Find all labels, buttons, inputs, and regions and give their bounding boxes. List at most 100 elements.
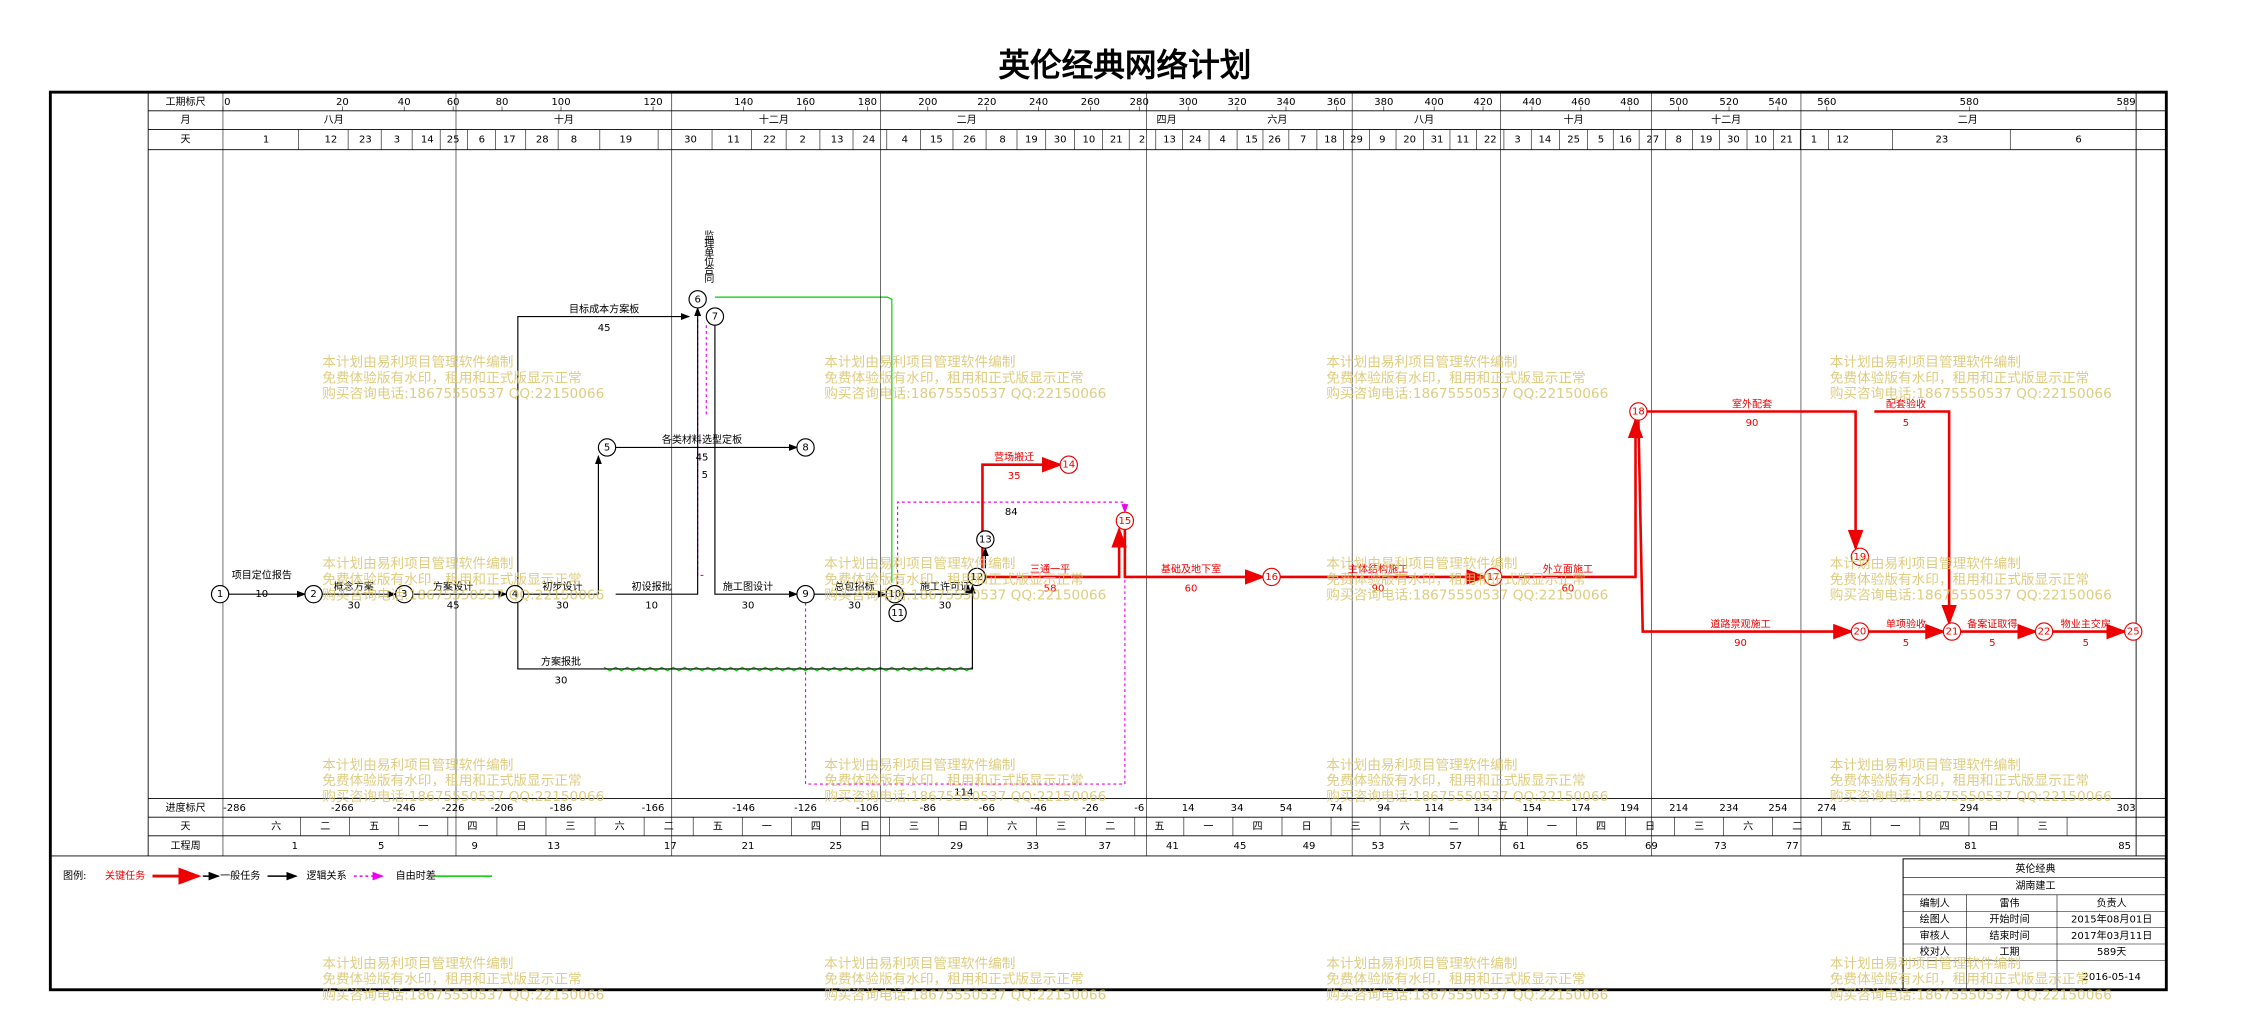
watermark: 本计划由易利项目管理软件编制 [322,355,513,371]
watermark: 本计划由易利项目管理软件编制 [1326,355,1517,371]
node [796,584,815,604]
month: 八月 [324,114,344,126]
node-label: 20 [1854,627,1867,638]
watermark: 购买咨询电话:18675550537 QQ:22150066 [824,988,1106,1004]
watermark: 本计划由易利项目管理软件编制 [824,355,1015,371]
progress-tick: -266 [331,803,354,814]
duration-tick: 420 [1473,97,1492,108]
month: 十月 [554,113,574,126]
task-name: 道路景观施工 [1710,617,1770,630]
weekday: 四 [1253,821,1263,832]
float-label: 84 [1005,507,1018,518]
weekday: 四 [811,821,821,832]
progress-tick: 34 [1231,803,1244,814]
info-cell: 结束时间 [1989,929,2029,942]
watermark: 购买咨询电话:18675550537 QQ:22150066 [824,789,1106,805]
progress-tick: 194 [1620,803,1639,814]
progress-tick: -166 [642,803,665,814]
info-cell: 2015年08月01日 [2071,913,2152,926]
task-duration: 5 [1989,638,1995,649]
day: 13 [1163,135,1176,146]
day: 6 [479,135,485,146]
task-name: 备案证取得 [1967,617,2017,630]
day: 30 [1054,135,1067,146]
watermark: 免费体验版有水印，租用和正式版显示正常 [824,773,1083,789]
watermark: 免费体验版有水印，租用和正式版显示正常 [824,370,1083,386]
watermark: 购买咨询电话:18675550537 QQ:22150066 [322,988,604,1004]
week: 13 [547,841,560,852]
weekday: 日 [1302,821,1312,832]
node [1850,622,1870,641]
day: 2 [799,135,805,146]
duration-tick: 380 [1374,97,1393,108]
duration-tick: 520 [1719,97,1738,108]
node-label: 9 [802,589,808,600]
weekday: 一 [762,821,772,832]
task-duration: 45 [447,601,460,612]
watermark: 本计划由易利项目管理软件编制 [1326,757,1517,773]
task-name: 初步设计 [542,580,582,593]
task-name: 施工图设计 [723,580,773,593]
node-label: 19 [1854,552,1867,563]
day: 11 [1457,135,1470,146]
progress-tick: 94 [1377,803,1390,814]
day: 9 [1379,135,1385,146]
duration-tick: 260 [1081,97,1100,108]
day: 21 [1780,135,1793,146]
watermark: 购买咨询电话:18675550537 QQ:22150066 [322,386,604,402]
progress-tick: 303 [2116,803,2135,814]
row-label: 工程周 [170,840,200,852]
day: 11 [727,135,740,146]
task-arrow [1647,410,1864,551]
task-arrow [903,584,972,595]
task-name: 方案报批 [541,655,581,668]
month: 六月 [1267,114,1287,126]
watermark: 本计划由易利项目管理软件编制 [824,956,1015,972]
task-name: 物业主交房 [2061,617,2111,630]
day: 26 [963,135,976,146]
node-label: 15 [1118,516,1131,527]
month: 十二月 [1711,113,1741,126]
watermark: 购买咨询电话:18675550537 QQ:22150066 [1830,386,2112,402]
weekday: 二 [1792,821,1802,832]
watermark: 免费体验版有水印，租用和正式版显示正常 [322,972,581,988]
info-cell: 绘图人 [1920,913,1950,926]
task-duration: 60 [1562,583,1575,594]
week: 57 [1449,841,1462,852]
progress-tick: -186 [550,803,573,814]
weekday: 四 [1939,821,1949,832]
watermark: 本计划由易利项目管理软件编制 [322,556,513,572]
task-name: 总包招标 [834,580,874,593]
node [688,290,707,309]
duration-tick: 60 [447,97,460,108]
node [1262,567,1281,587]
day: 26 [1268,135,1281,146]
month: 十月 [1564,113,1584,126]
watermark: 本计划由易利项目管理软件编制 [1830,355,2021,371]
day: 1 [1811,135,1817,146]
task-duration: 90 [1734,638,1747,649]
task-name: 方案设计 [433,580,473,593]
week: 61 [1513,841,1526,852]
float-label: 45 [696,453,709,464]
progress-tick: 274 [1817,803,1836,814]
day: 16 [1619,135,1632,146]
node [304,584,323,604]
day: 21 [1110,135,1123,146]
task-arrow [1637,420,1854,640]
legend-item: 自由时差 [396,869,436,882]
frame [48,90,2168,992]
node-label: 16 [1265,572,1278,583]
task-name: 项目定位报告 [232,568,292,581]
week: 25 [829,841,842,852]
node-label: 22 [2038,627,2051,638]
day: 12 [324,135,337,146]
week: 73 [1714,841,1727,852]
progress-tick: -106 [856,803,879,814]
free-float-wave [714,296,893,583]
task-name: 目标成本方案板 [569,302,639,315]
weekday: 二 [664,821,674,832]
row-label: 进度标尺 [165,801,205,814]
node [505,584,525,604]
week: 85 [2118,841,2131,852]
